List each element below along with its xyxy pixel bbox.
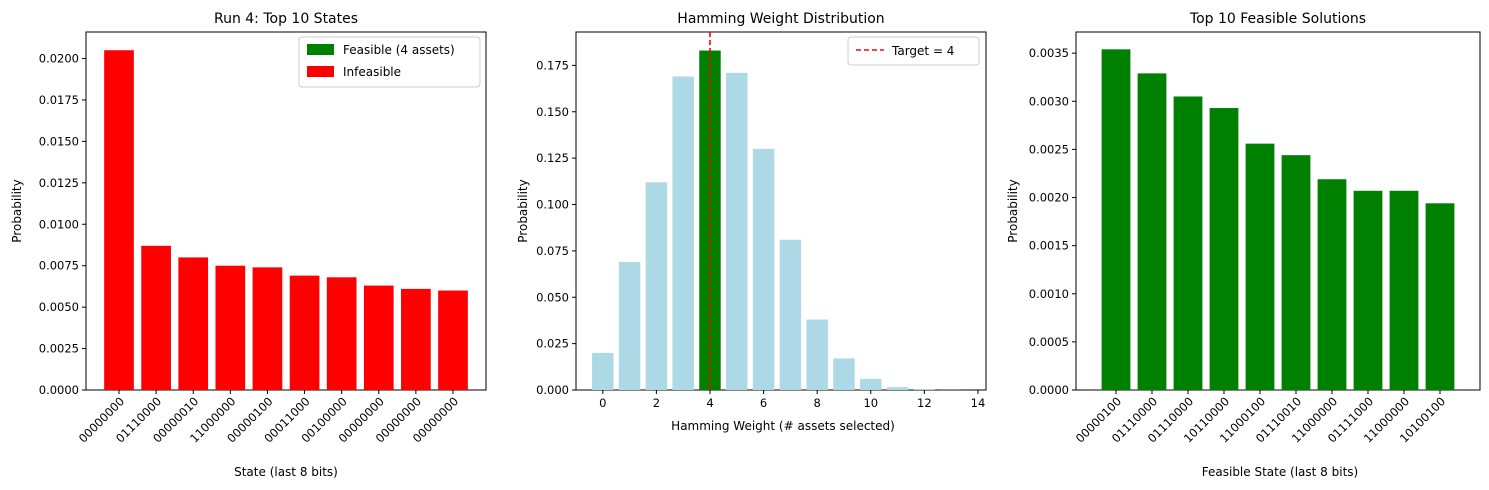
chart-title: Hamming Weight Distribution bbox=[677, 11, 884, 27]
y-tick-label: 0.025 bbox=[536, 337, 569, 351]
y-tick-label: 0.0025 bbox=[1029, 142, 1069, 156]
bar-8 bbox=[1353, 190, 1383, 390]
bar-weight-1 bbox=[618, 262, 641, 390]
bar-weight-7 bbox=[779, 239, 802, 390]
bar-1 bbox=[1101, 49, 1131, 391]
x-tick-label: 0 bbox=[599, 396, 606, 410]
x-tick-label: 12 bbox=[917, 396, 932, 410]
y-tick-label: 0.175 bbox=[536, 58, 569, 72]
legend: Target = 4 bbox=[847, 36, 980, 66]
bar-4 bbox=[1209, 108, 1239, 390]
bar-weight-5 bbox=[726, 72, 748, 390]
y-tick-label: 0.000 bbox=[536, 383, 569, 397]
legend-label-feasible: Feasible (4 assets) bbox=[343, 43, 455, 57]
legend-box bbox=[847, 36, 980, 66]
x-tick-label: 14 bbox=[971, 396, 986, 410]
y-axis-label: Probability bbox=[10, 179, 24, 242]
legend-swatch-infeasible bbox=[307, 66, 334, 77]
bar-3 bbox=[1173, 96, 1203, 391]
y-tick-label: 0.150 bbox=[536, 105, 569, 119]
x-tick-label: 6 bbox=[760, 396, 767, 410]
bar-weight-0 bbox=[592, 352, 614, 390]
x-axis-label: Feasible State (last 8 bits) bbox=[1202, 465, 1358, 479]
legend-swatch-feasible bbox=[307, 44, 334, 55]
y-tick-label: 0.0125 bbox=[39, 176, 79, 190]
y-tick-label: 0.0000 bbox=[1029, 383, 1069, 397]
panel-feasible-solutions: Top 10 Feasible Solutions Feasible State… bbox=[1006, 11, 1481, 479]
y-tick-label: 0.0035 bbox=[1029, 46, 1069, 60]
bar-6 bbox=[289, 275, 320, 390]
bar-weight-6 bbox=[752, 148, 775, 390]
y-tick-label: 0.125 bbox=[536, 151, 569, 165]
bar-weight-10 bbox=[860, 378, 882, 390]
y-tick-label: 0.0015 bbox=[1029, 239, 1069, 253]
x-axis-label: State (last 8 bits) bbox=[234, 465, 338, 479]
panel-top-states: Run 4: Top 10 States State (last 8 bits)… bbox=[10, 11, 487, 479]
y-tick-label: 0.0075 bbox=[39, 259, 79, 273]
y-tick-label: 0.0000 bbox=[39, 383, 79, 397]
legend-box bbox=[298, 36, 481, 88]
chart-title: Run 4: Top 10 States bbox=[214, 11, 358, 27]
y-axis-label: Probability bbox=[516, 179, 530, 242]
y-tick-label: 0.0020 bbox=[1029, 191, 1069, 205]
x-axis-label: Hamming Weight (# assets selected) bbox=[671, 419, 895, 433]
y-tick-label: 0.0005 bbox=[1029, 335, 1069, 349]
y-axis-label: Probability bbox=[1006, 179, 1020, 242]
bar-9 bbox=[1389, 190, 1419, 390]
chart-title: Top 10 Feasible Solutions bbox=[1189, 11, 1366, 27]
bar-1 bbox=[104, 50, 134, 391]
y-tick-label: 0.0200 bbox=[39, 52, 79, 66]
y-tick-label: 0.075 bbox=[536, 244, 569, 258]
plot-frame bbox=[1075, 31, 1481, 391]
y-tick-label: 0.0175 bbox=[39, 93, 79, 107]
y-tick-label: 0.0025 bbox=[39, 342, 79, 356]
bar-6 bbox=[1281, 155, 1311, 390]
legend-label-infeasible: Infeasible bbox=[343, 65, 401, 79]
bar-weight-11 bbox=[886, 387, 909, 390]
y-tick-label: 0.0030 bbox=[1029, 94, 1069, 108]
y-tick-label: 0.0100 bbox=[39, 217, 79, 231]
bar-8 bbox=[363, 285, 394, 390]
x-tick-label: 4 bbox=[706, 396, 713, 410]
x-tick-label: 10 bbox=[863, 396, 878, 410]
legend: Feasible (4 assets) Infeasible bbox=[298, 36, 481, 88]
y-tick-label: 0.050 bbox=[536, 290, 569, 304]
bar-10 bbox=[438, 290, 468, 390]
bar-5 bbox=[252, 267, 283, 390]
x-tick-label: 2 bbox=[653, 396, 660, 410]
bar-2 bbox=[141, 245, 171, 390]
bar-weight-8 bbox=[806, 319, 828, 390]
bar-7 bbox=[326, 277, 357, 390]
plot-frame bbox=[85, 31, 487, 391]
bar-9 bbox=[401, 288, 431, 390]
y-tick-label: 0.0050 bbox=[39, 300, 79, 314]
x-tick-label: 8 bbox=[814, 396, 821, 410]
panel-hamming-weight: Hamming Weight Distribution Hamming Weig… bbox=[516, 11, 987, 433]
y-tick-label: 0.0150 bbox=[39, 134, 79, 148]
bar-3 bbox=[178, 257, 209, 390]
bar-weight-2 bbox=[645, 182, 668, 390]
bar-weight-9 bbox=[833, 358, 855, 390]
bar-7 bbox=[1317, 179, 1347, 390]
bar-10 bbox=[1425, 203, 1455, 390]
bar-4 bbox=[215, 265, 246, 390]
bar-2 bbox=[1137, 73, 1167, 391]
legend-label-target: Target = 4 bbox=[891, 44, 954, 58]
bar-5 bbox=[1245, 143, 1275, 390]
bar-weight-3 bbox=[672, 76, 694, 391]
y-tick-label: 0.0010 bbox=[1029, 287, 1069, 301]
y-tick-label: 0.100 bbox=[536, 198, 569, 212]
